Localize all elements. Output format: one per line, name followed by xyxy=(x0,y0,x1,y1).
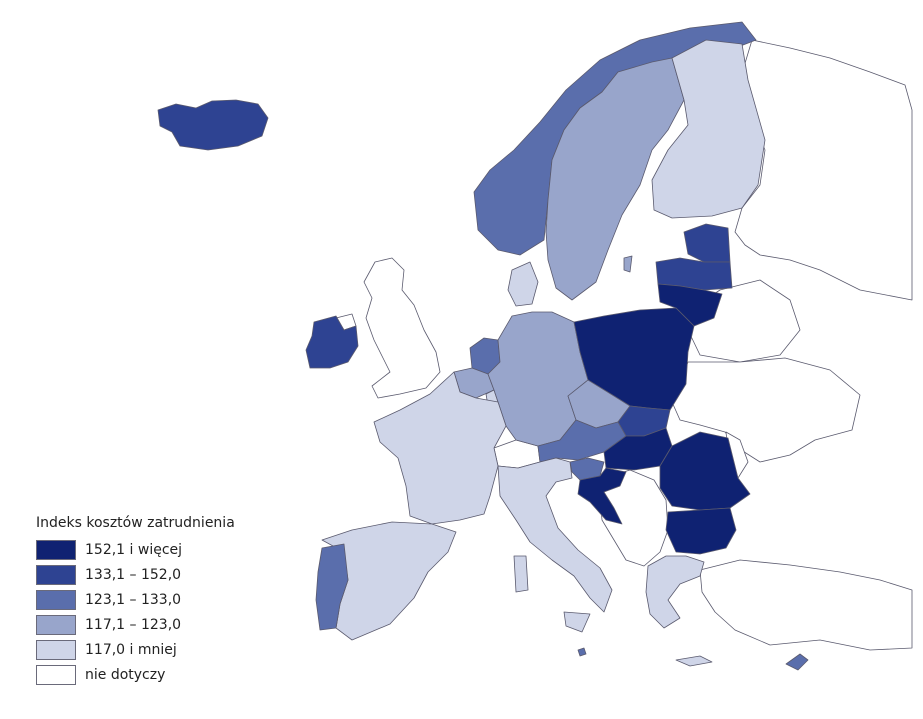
legend-item: 117,0 i mniej xyxy=(36,638,235,662)
region-gotland xyxy=(623,255,633,273)
region-bulgaria xyxy=(665,507,737,555)
region-sicily xyxy=(563,611,591,633)
map-legend: Indeks kosztów zatrudnienia 152,1 i więc… xyxy=(36,515,235,688)
region-portugal xyxy=(315,543,349,631)
region-romania xyxy=(659,431,751,511)
region-sardinia xyxy=(513,555,529,593)
legend-swatch xyxy=(36,565,76,585)
region-western-balkans xyxy=(599,469,669,567)
legend-item: 117,1 – 123,0 xyxy=(36,613,235,637)
legend-item: nie dotyczy xyxy=(36,663,235,687)
region-malta xyxy=(577,647,587,657)
region-crete xyxy=(675,655,713,667)
region-italy xyxy=(497,457,613,613)
legend-item: 152,1 i więcej xyxy=(36,538,235,562)
region-finland xyxy=(651,39,766,219)
region-ireland xyxy=(305,315,359,369)
legend-swatch xyxy=(36,540,76,560)
region-sweden xyxy=(545,57,685,301)
region-russia xyxy=(734,39,913,301)
legend-swatch xyxy=(36,615,76,635)
legend-swatch xyxy=(36,590,76,610)
legend-label: 117,0 i mniej xyxy=(85,642,177,658)
legend-label: 133,1 – 152,0 xyxy=(85,567,182,583)
region-cyprus xyxy=(785,653,809,671)
legend-title: Indeks kosztów zatrudnienia xyxy=(36,515,235,531)
region-ukraine xyxy=(671,357,861,463)
legend-item: 123,1 – 133,0 xyxy=(36,588,235,612)
non-applicable-countries xyxy=(335,39,913,651)
legend-label: 123,1 – 133,0 xyxy=(85,592,182,608)
region-lithuania xyxy=(657,283,723,327)
region-uk xyxy=(363,257,441,399)
legend-item: 133,1 – 152,0 xyxy=(36,563,235,587)
legend-label: 152,1 i więcej xyxy=(85,542,183,558)
region-denmark xyxy=(507,261,539,307)
region-greece xyxy=(645,555,705,629)
legend-swatch xyxy=(36,665,76,685)
region-turkey xyxy=(699,559,913,651)
legend-swatch xyxy=(36,640,76,660)
legend-label: 117,1 – 123,0 xyxy=(85,617,182,633)
region-croatia xyxy=(577,467,627,525)
region-estonia xyxy=(683,223,731,263)
region-iceland xyxy=(157,99,269,151)
legend-label: nie dotyczy xyxy=(85,667,166,683)
member-countries xyxy=(157,21,809,671)
